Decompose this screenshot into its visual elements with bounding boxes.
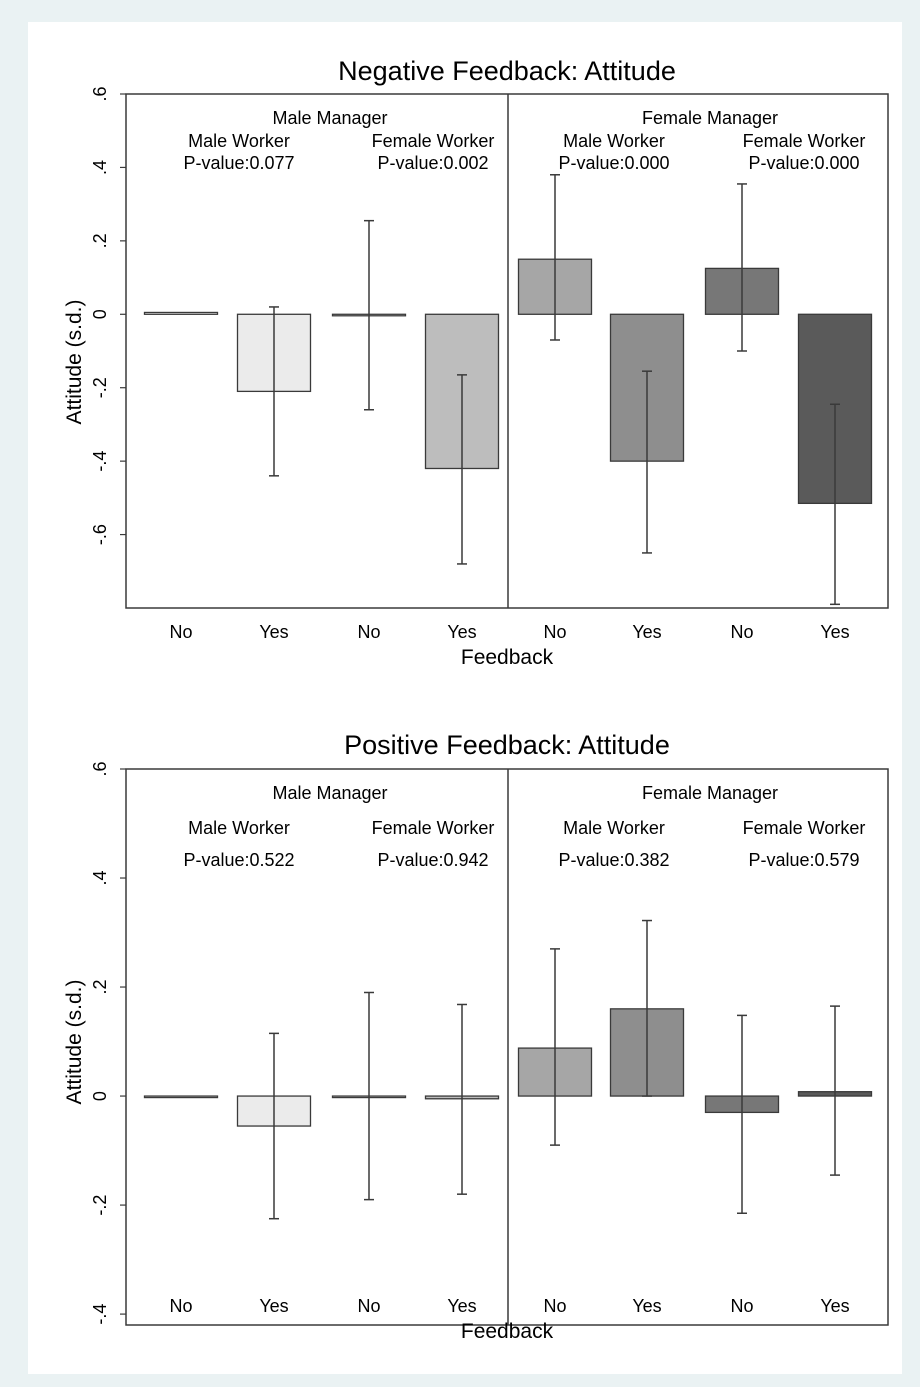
chart-figure: Negative Feedback: Attitude -.6 -.4 -.2 0 .2.… xyxy=(63,56,889,1343)
y-tick-label: -.6 xyxy=(90,524,110,545)
y-tick-label: .6 xyxy=(90,86,110,101)
x-tick-label: Yes xyxy=(447,622,476,642)
x-tick-label: Yes xyxy=(632,1296,661,1316)
y-tick-label: -.4 xyxy=(90,451,110,472)
pvalue-label: P-value:0.002 xyxy=(377,153,488,173)
worker-label: Male Worker xyxy=(188,131,290,151)
worker-label: Male Worker xyxy=(563,818,665,838)
figure-panel: Negative Feedback: Attitude -.6 -.4 -.2 0 .2.… xyxy=(28,22,902,1374)
x-tick-label: No xyxy=(169,622,192,642)
y-axis-label: Attitude (s.d.) xyxy=(63,980,86,1105)
pvalue-label: P-value:0.382 xyxy=(558,850,669,870)
plot-frame-1 xyxy=(125,768,889,1326)
y-tick-label: .2 xyxy=(90,980,110,995)
pvalue-label: P-value:0.000 xyxy=(748,153,859,173)
pvalue-label: P-value:0.942 xyxy=(377,850,488,870)
x-tick-label: Yes xyxy=(820,1296,849,1316)
y-tick-label: 0 xyxy=(90,1091,110,1101)
worker-label: Male Worker xyxy=(563,131,665,151)
pvalue-label: P-value:0.522 xyxy=(183,850,294,870)
bar xyxy=(143,311,219,315)
manager-label: Male Manager xyxy=(272,108,387,128)
y-tick-label: -.2 xyxy=(90,377,110,398)
x-tick-label: No xyxy=(357,622,380,642)
bar xyxy=(143,1095,219,1099)
worker-label: Female Worker xyxy=(743,131,866,151)
x-tick-label: No xyxy=(730,1296,753,1316)
pvalue-label: P-value:0.077 xyxy=(183,153,294,173)
x-tick-label: Yes xyxy=(632,622,661,642)
x-tick-label: Yes xyxy=(259,1296,288,1316)
x-tick-label: No xyxy=(169,1296,192,1316)
y-axis-label: Attitude (s.d.) xyxy=(63,300,86,425)
y-tick-label: .4 xyxy=(90,871,110,886)
x-tick-label: No xyxy=(543,1296,566,1316)
pvalue-label: P-value:0.000 xyxy=(558,153,669,173)
chart-title: Negative Feedback: Attitude xyxy=(338,56,676,86)
y-tick-label: .2 xyxy=(90,233,110,248)
y-tick-label: -.4 xyxy=(90,1304,110,1325)
manager-label: Male Manager xyxy=(272,783,387,803)
x-axis-label: Feedback xyxy=(461,646,554,669)
plot-frame-0 xyxy=(125,93,889,609)
x-axis-label: Feedback xyxy=(461,1320,554,1343)
y-tick-label: .4 xyxy=(90,160,110,175)
pvalue-label: P-value:0.579 xyxy=(748,850,859,870)
manager-label: Female Manager xyxy=(642,108,778,128)
worker-label: Female Worker xyxy=(743,818,866,838)
worker-label: Male Worker xyxy=(188,818,290,838)
chart-title: Positive Feedback: Attitude xyxy=(344,730,670,760)
x-tick-label: Yes xyxy=(259,622,288,642)
y-tick-label: -.2 xyxy=(90,1195,110,1216)
x-tick-label: No xyxy=(730,622,753,642)
x-tick-label: No xyxy=(357,1296,380,1316)
x-tick-label: No xyxy=(543,622,566,642)
x-tick-label: Yes xyxy=(820,622,849,642)
worker-label: Female Worker xyxy=(372,131,495,151)
y-tick-label: 0 xyxy=(90,309,110,319)
y-tick-label: .6 xyxy=(90,761,110,776)
manager-label: Female Manager xyxy=(642,783,778,803)
x-tick-label: Yes xyxy=(447,1296,476,1316)
worker-label: Female Worker xyxy=(372,818,495,838)
